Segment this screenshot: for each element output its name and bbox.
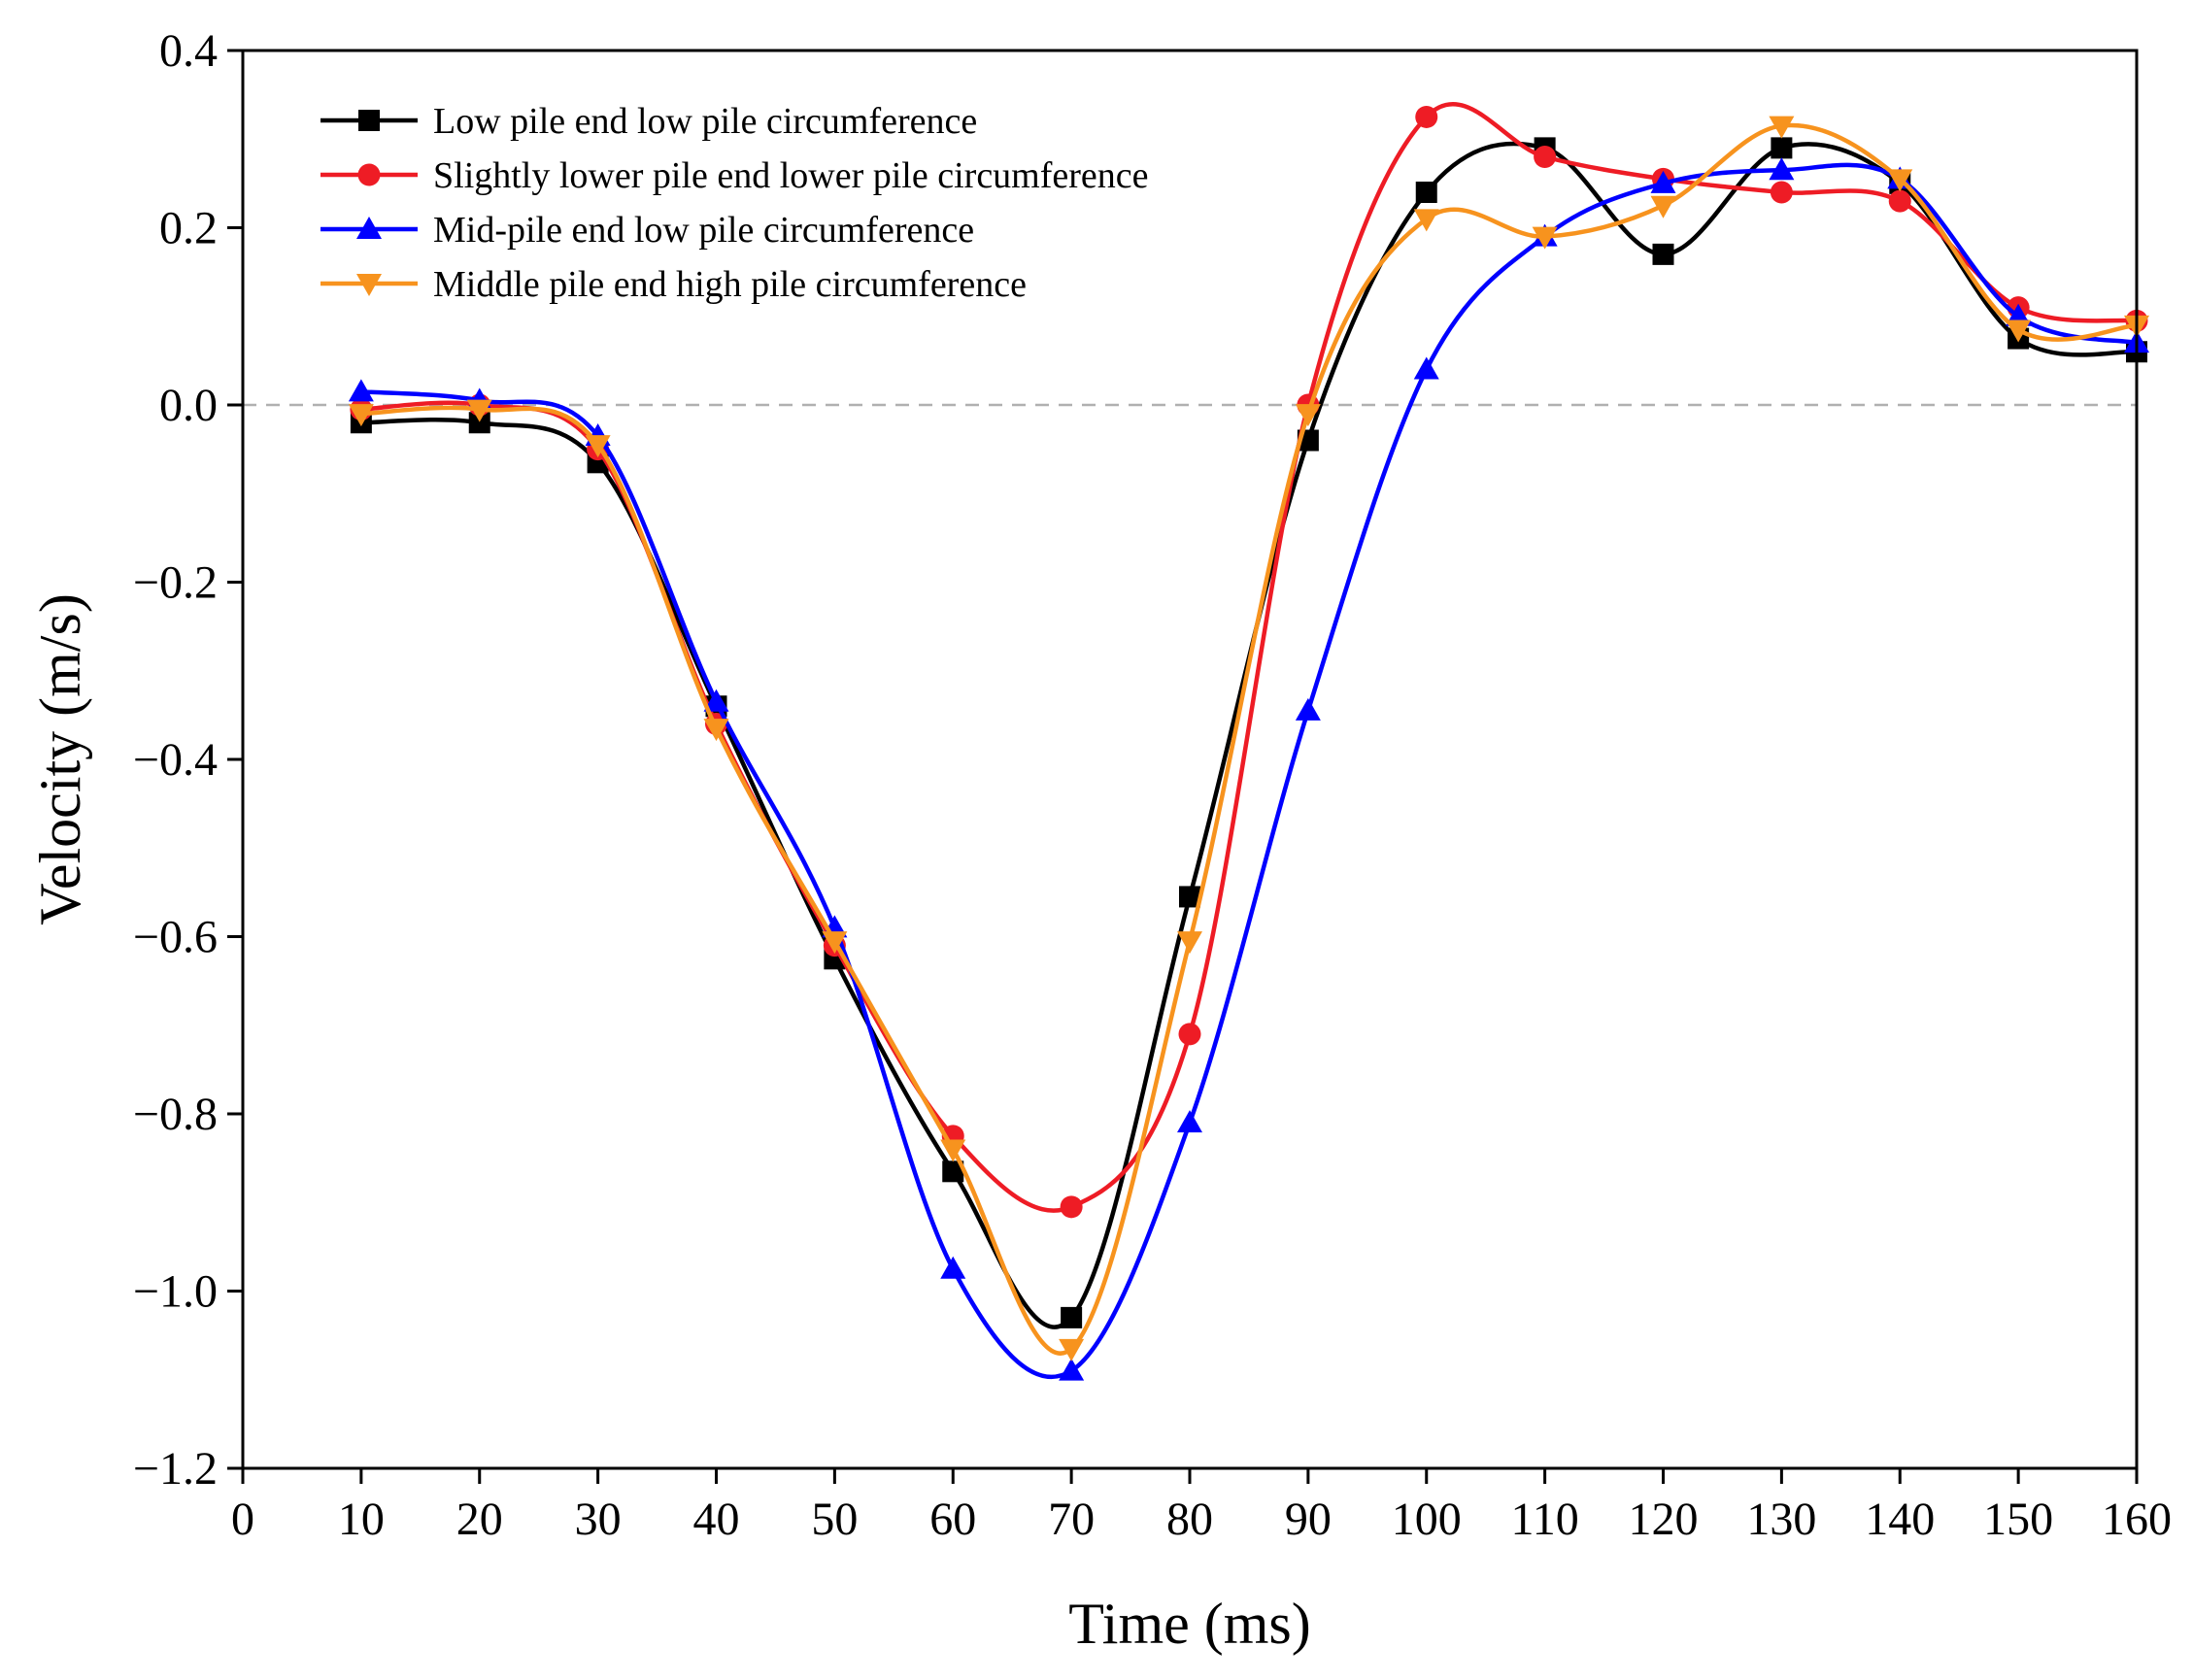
y-tick-label-6: −0.8 — [133, 1089, 218, 1140]
series-4-point-70 — [1059, 1338, 1085, 1361]
x-tick-label-80: 80 — [1166, 1494, 1213, 1545]
x-tick-label-30: 30 — [575, 1494, 622, 1545]
legend-entry-2: Slightly lower pile end lower pile circu… — [321, 155, 1149, 196]
x-tick-label-150: 150 — [1983, 1494, 2053, 1545]
series-2-point-130 — [1770, 181, 1793, 204]
x-tick-label-50: 50 — [811, 1494, 858, 1545]
series-4-point-20 — [466, 399, 492, 422]
y-tick-label-0: 0.4 — [159, 25, 218, 77]
y-tick-label-3: −0.2 — [133, 557, 218, 609]
series-3-point-90 — [1295, 697, 1321, 721]
series-2-point-140 — [1888, 189, 1911, 213]
legend-entry-1: Low pile end low pile circumference — [321, 101, 977, 142]
x-tick-label-90: 90 — [1285, 1494, 1332, 1545]
series-3-point-40 — [703, 689, 729, 712]
series-3-point-120 — [1650, 170, 1676, 193]
x-tick-label-100: 100 — [1392, 1494, 1462, 1545]
series-2-point-70 — [1060, 1195, 1083, 1219]
legend-entry-3: Mid-pile end low pile circumference — [321, 210, 974, 251]
legend-label-4: Middle pile end high pile circumference — [433, 264, 1027, 305]
series-4-point-130 — [1769, 116, 1795, 139]
y-tick-label-7: −1.0 — [133, 1266, 218, 1318]
y-tick-label-5: −0.6 — [133, 912, 218, 963]
series-4-point-80 — [1177, 931, 1202, 955]
series-1-point-20 — [468, 412, 490, 434]
legend: Low pile end low pile circumference Sligh… — [321, 101, 1149, 305]
series-3-point-130 — [1769, 157, 1795, 181]
series-3-point-10 — [348, 379, 374, 402]
series-1-point-100 — [1415, 182, 1437, 203]
legend-label-2: Slightly lower pile end lower pile circu… — [433, 155, 1149, 196]
series-1-point-70 — [1061, 1306, 1083, 1328]
series-2-point-110 — [1534, 146, 1557, 168]
legend-marker-1 — [358, 110, 380, 131]
series-4-point-10 — [348, 404, 374, 427]
y-tick-label-4: −0.4 — [133, 734, 218, 786]
series-4-point-110 — [1532, 226, 1558, 250]
x-tick-label-0: 0 — [231, 1494, 254, 1545]
x-tick-label-140: 140 — [1865, 1494, 1935, 1545]
y-tick-label-2: 0.0 — [159, 380, 218, 431]
series-4-point-60 — [940, 1139, 966, 1162]
legend-entry-4: Middle pile end high pile circumference — [321, 264, 1027, 305]
series-3-point-60 — [940, 1256, 966, 1279]
legend-marker-2 — [357, 163, 381, 186]
y-axis-title: Velocity (m/s) — [28, 593, 92, 925]
series-2-point-100 — [1415, 105, 1438, 128]
series-4-point-140 — [1887, 169, 1913, 192]
series-4-point-120 — [1650, 195, 1676, 218]
y-tick-label-8: −1.2 — [133, 1443, 218, 1495]
legend-label-1: Low pile end low pile circumference — [433, 101, 977, 142]
series-1-point-120 — [1652, 243, 1674, 265]
series-4-point-90 — [1295, 404, 1321, 427]
series-4-point-100 — [1413, 209, 1439, 232]
y-tick-label-1: 0.2 — [159, 203, 218, 254]
plot-area — [243, 101, 2149, 1381]
x-tick-label-120: 120 — [1629, 1494, 1699, 1545]
series-3-point-70 — [1059, 1358, 1085, 1381]
series-1-point-60 — [942, 1160, 964, 1183]
x-tick-label-10: 10 — [338, 1494, 385, 1545]
series-4-point-50 — [822, 931, 848, 955]
series-3-point-80 — [1177, 1110, 1202, 1133]
x-tick-label-20: 20 — [456, 1494, 503, 1545]
legend-label-3: Mid-pile end low pile circumference — [433, 210, 974, 251]
x-axis-title: Time (ms) — [1068, 1592, 1311, 1656]
x-tick-label-160: 160 — [2102, 1494, 2172, 1545]
series-4-point-150 — [2006, 319, 2032, 343]
x-tick-label-110: 110 — [1511, 1494, 1579, 1545]
x-tick-label-40: 40 — [693, 1494, 740, 1545]
legend-marker-3 — [356, 217, 382, 239]
series-4-point-30 — [585, 435, 611, 458]
axes: 0 10 20 30 40 50 60 70 80 90 100 110 120 130 140 150 160… — [133, 25, 2172, 1545]
series-3-point-100 — [1413, 356, 1439, 380]
x-tick-label-130: 130 — [1746, 1494, 1816, 1545]
x-tick-label-60: 60 — [929, 1494, 976, 1545]
x-tick-label-70: 70 — [1048, 1494, 1095, 1545]
legend-marker-4 — [356, 274, 382, 296]
series-2-point-80 — [1178, 1023, 1201, 1046]
series-1-point-80 — [1179, 886, 1200, 908]
series-1-point-130 — [1771, 137, 1793, 159]
series-4-point-40 — [703, 719, 729, 742]
